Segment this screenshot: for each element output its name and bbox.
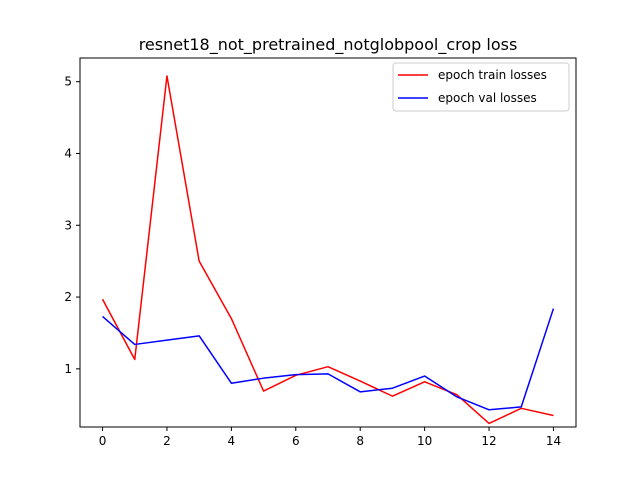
x-tick-label: 14 [546, 434, 561, 448]
series-line-0 [101, 75, 554, 425]
x-tick-label: 10 [417, 434, 432, 448]
legend-label-0: epoch train losses [438, 68, 547, 82]
x-tick-label: 12 [481, 434, 496, 448]
y-tick-label: 2 [64, 290, 72, 304]
x-tick-label: 0 [99, 434, 107, 448]
x-tick-label: 4 [228, 434, 236, 448]
y-tick-label: 1 [64, 362, 72, 376]
x-tick-label: 8 [356, 434, 364, 448]
legend: epoch train losses epoch val losses [392, 62, 570, 112]
series-layer [101, 75, 555, 425]
x-tick-label: 6 [292, 434, 300, 448]
y-tick-label: 3 [64, 218, 72, 232]
legend-label-1: epoch val losses [438, 91, 537, 105]
legend-box [392, 62, 570, 112]
plot-area-frame [79, 57, 577, 428]
series-line-1 [102, 308, 555, 411]
x-tick-label: 2 [163, 434, 171, 448]
y-tick-label: 5 [64, 75, 72, 89]
chart-title: resnet18_not_pretrained_notglobpool_crop… [139, 35, 518, 55]
y-tick-label: 4 [64, 146, 72, 160]
